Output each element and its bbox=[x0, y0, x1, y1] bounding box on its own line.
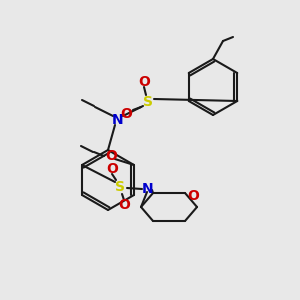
Text: O: O bbox=[118, 198, 130, 212]
Text: N: N bbox=[112, 113, 124, 127]
Text: O: O bbox=[106, 162, 118, 176]
Text: O: O bbox=[138, 75, 150, 89]
Text: S: S bbox=[115, 180, 125, 194]
Text: O: O bbox=[105, 149, 117, 163]
Text: O: O bbox=[120, 107, 132, 121]
Text: N: N bbox=[142, 182, 154, 196]
Text: O: O bbox=[187, 189, 199, 203]
Text: S: S bbox=[143, 95, 153, 109]
